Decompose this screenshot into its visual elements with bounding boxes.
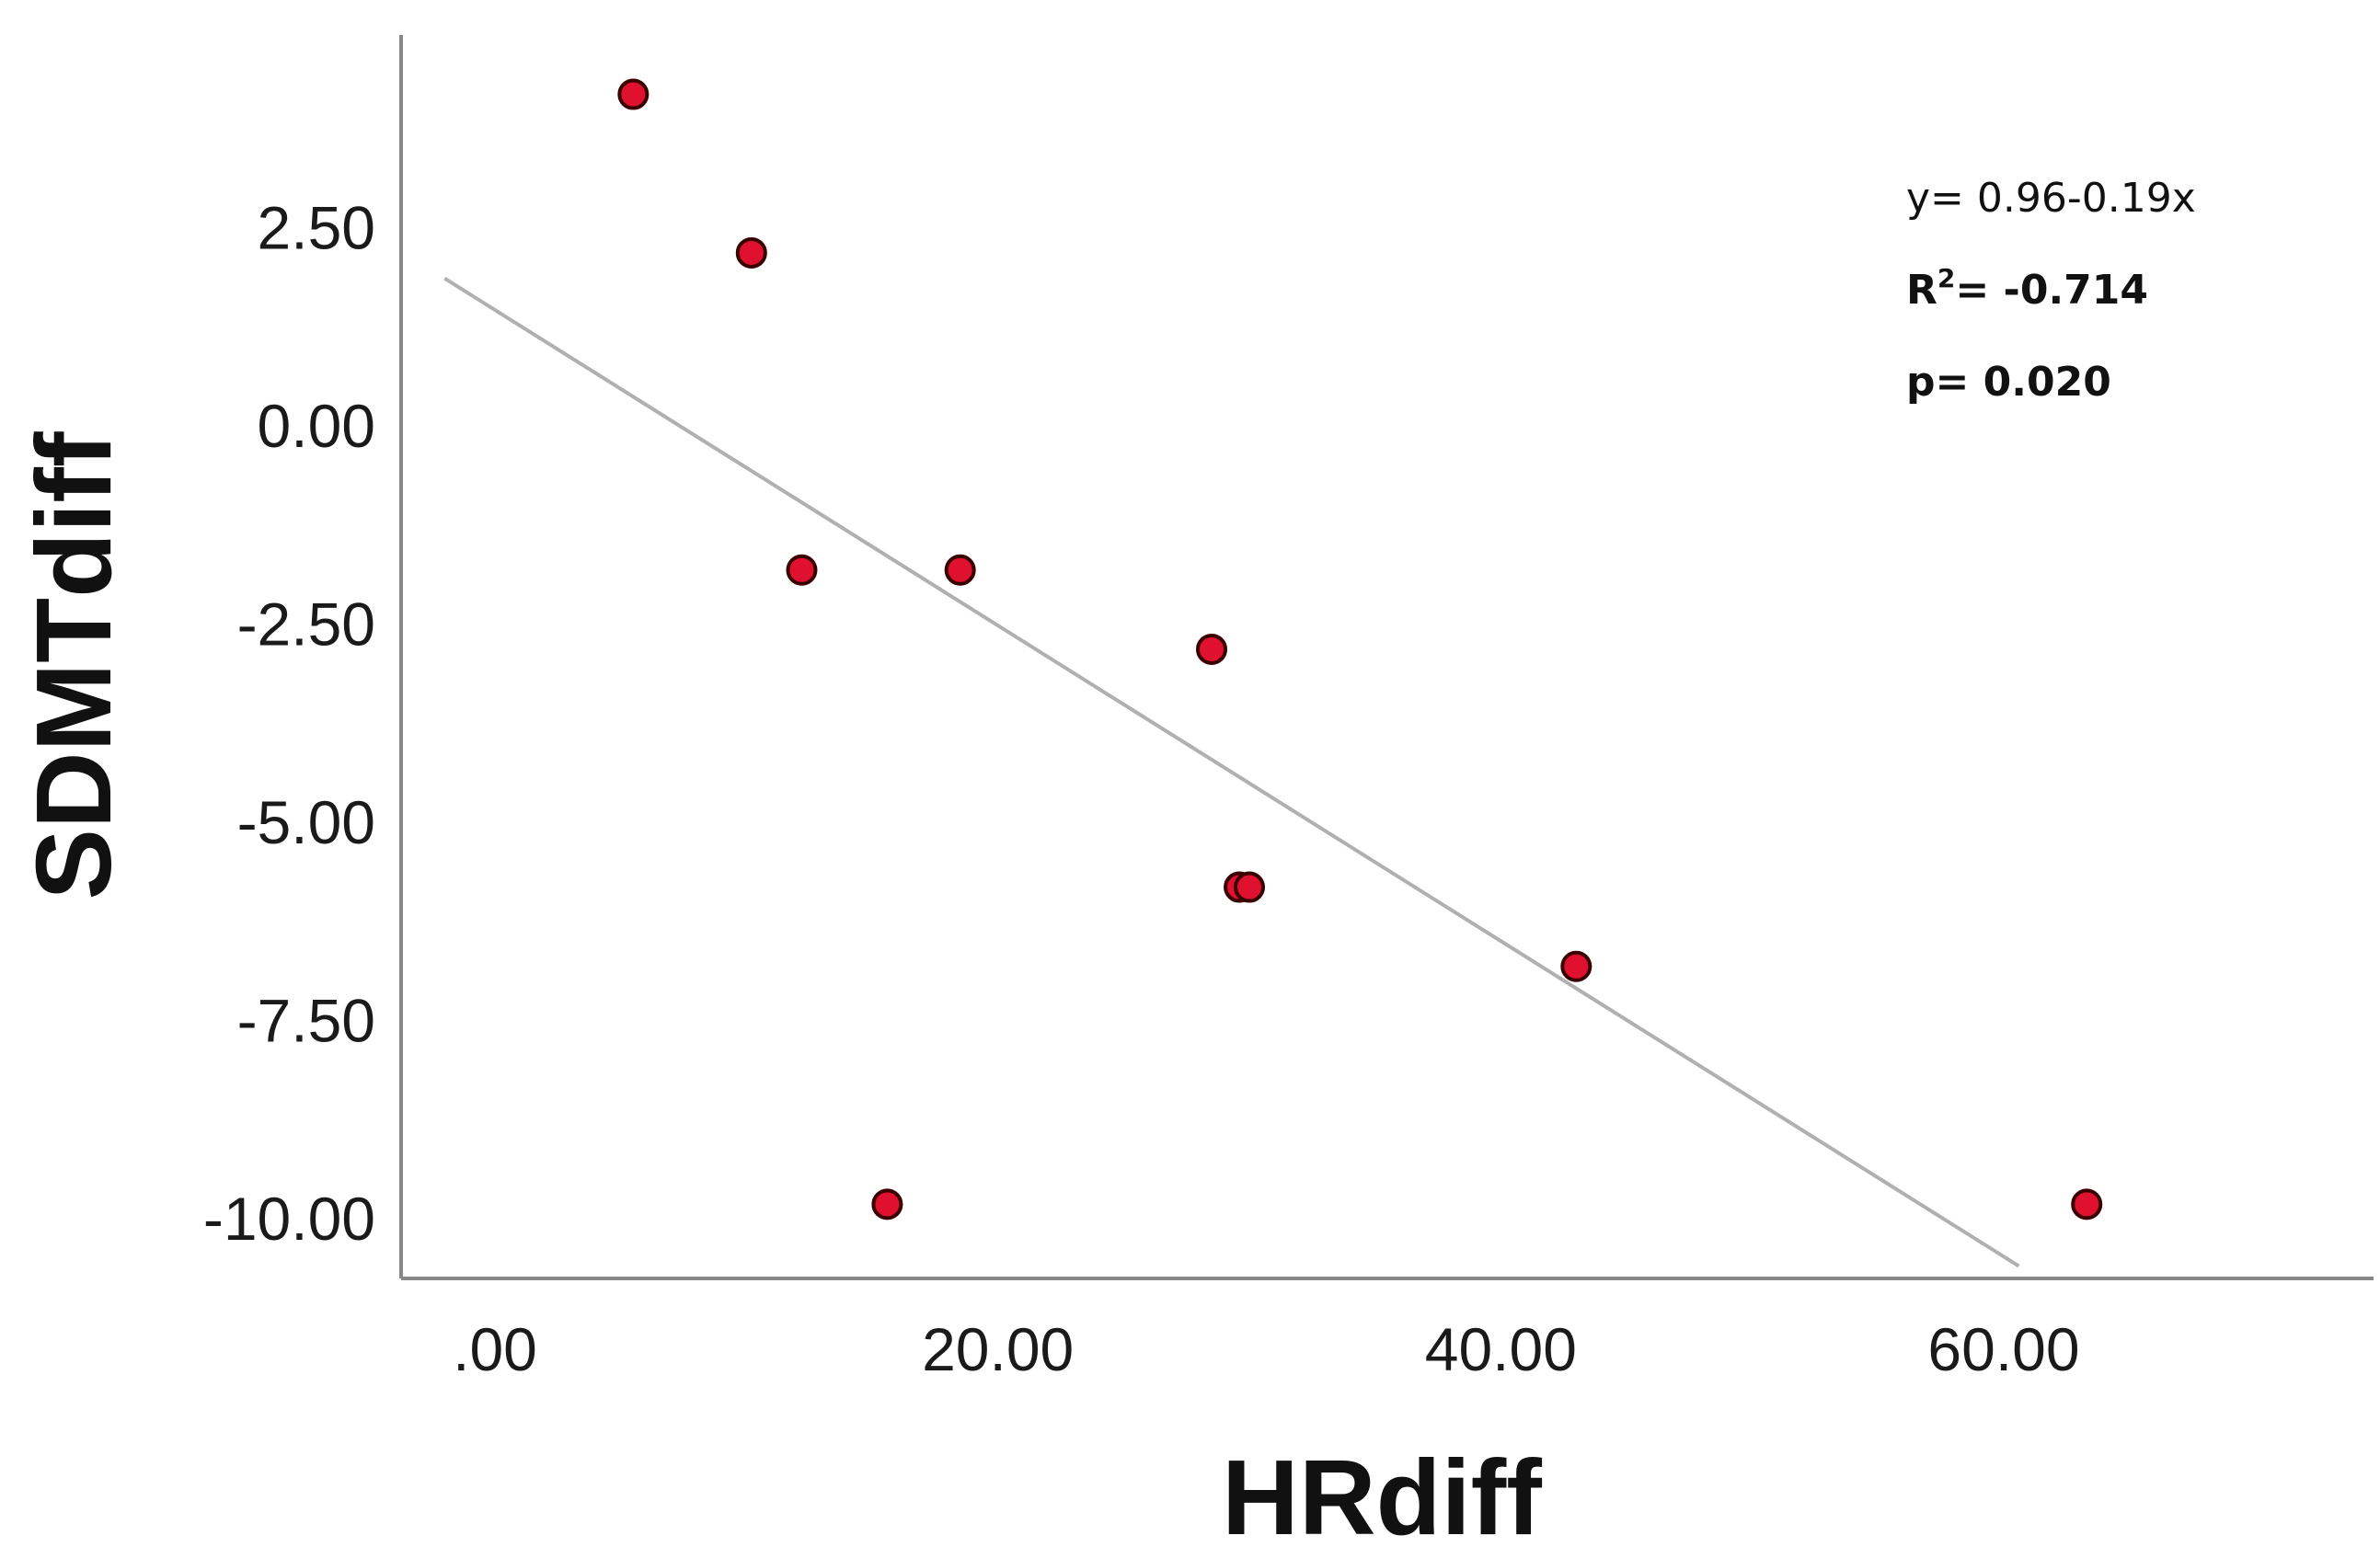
data-point <box>1234 871 1265 903</box>
stats-annotation: y= 0.96-0.19x R2= -0.714 p= 0.020 <box>1906 175 2196 406</box>
y-tick-label: 0.00 <box>258 392 375 460</box>
y-tick-label: 2.50 <box>258 194 375 262</box>
x-tick-label: 20.00 <box>922 1315 1074 1383</box>
regression-equation: y= 0.96-0.19x <box>1906 175 2196 222</box>
x-tick-labels: .00 20.00 40.00 60.00 <box>453 1315 2079 1383</box>
axes-layer <box>399 35 2374 1280</box>
x-tick-label: 40.00 <box>1425 1315 1577 1383</box>
p-value-label: p= 0.020 <box>1906 359 2111 406</box>
r-squared-r: R <box>1906 267 1937 314</box>
data-point <box>944 554 976 586</box>
y-tick-label: -10.00 <box>203 1185 375 1253</box>
data-point <box>735 236 767 269</box>
data-point <box>871 1188 903 1220</box>
data-points <box>617 78 2103 1220</box>
x-tick-label: .00 <box>453 1315 537 1383</box>
y-tick-labels: 2.50 0.00 -2.50 -5.00 -7.50 -10.00 <box>203 194 375 1254</box>
x-tick-label: 60.00 <box>1927 1315 2079 1383</box>
data-point <box>617 78 650 110</box>
regression-line <box>443 277 2020 1268</box>
data-point <box>2071 1188 2103 1220</box>
data-point <box>1560 950 1592 982</box>
y-axis-title: SDMTdiff <box>14 431 133 900</box>
y-tick-label: -5.00 <box>237 788 375 856</box>
x-axis-title: HRdiff <box>1222 1438 1542 1547</box>
data-point <box>1196 633 1227 665</box>
y-tick-label: -7.50 <box>237 987 375 1055</box>
fit-line-layer <box>443 277 2020 1268</box>
r-squared-superscript: 2 <box>1937 263 1955 293</box>
data-point <box>786 554 818 586</box>
y-tick-label: -2.50 <box>237 590 375 659</box>
r-squared-value: = -0.714 <box>1955 267 2148 314</box>
r-squared-label: R2= -0.714 <box>1906 263 2148 314</box>
